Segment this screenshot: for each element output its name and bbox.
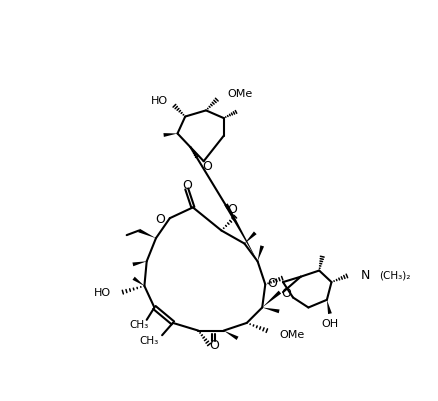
Text: N: N (361, 268, 370, 281)
Text: HO: HO (93, 288, 110, 298)
Text: O: O (227, 202, 237, 215)
Polygon shape (244, 232, 257, 244)
Polygon shape (132, 261, 147, 267)
Polygon shape (262, 291, 281, 308)
Text: OH: OH (321, 318, 339, 328)
Text: O: O (267, 276, 277, 289)
Polygon shape (163, 134, 177, 138)
Text: OMe: OMe (228, 89, 253, 99)
Text: O: O (155, 212, 165, 225)
Text: HO: HO (151, 95, 168, 105)
Text: O: O (281, 286, 291, 299)
Polygon shape (327, 300, 332, 314)
Text: CH₃: CH₃ (129, 320, 148, 330)
Text: (CH₃)₂: (CH₃)₂ (379, 270, 410, 279)
Polygon shape (224, 204, 258, 261)
Text: CH₃: CH₃ (140, 335, 159, 345)
Polygon shape (224, 331, 239, 340)
Text: O: O (182, 178, 192, 191)
Text: OMe: OMe (279, 329, 304, 339)
Text: O: O (203, 160, 212, 173)
Text: O: O (209, 338, 219, 351)
Polygon shape (258, 246, 264, 261)
Polygon shape (262, 308, 279, 314)
Polygon shape (133, 277, 145, 286)
Polygon shape (138, 229, 156, 239)
